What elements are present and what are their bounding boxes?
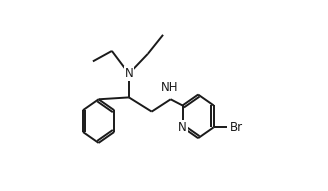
Text: N: N bbox=[178, 121, 187, 134]
Text: Br: Br bbox=[230, 121, 243, 134]
Text: N: N bbox=[125, 67, 133, 80]
Text: NH: NH bbox=[161, 81, 178, 94]
